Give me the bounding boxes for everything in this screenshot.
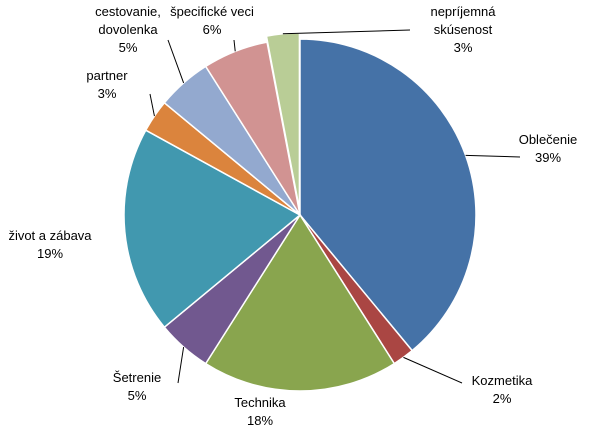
value-label: 39%: [534, 150, 562, 165]
data-label: nepríjemná skúsenost 3%: [418, 3, 508, 57]
data-label: Technika 18%: [215, 394, 305, 430]
value-label: 3%: [97, 86, 117, 101]
value-label: 19%: [36, 246, 64, 261]
data-label: život a zábava 19%: [0, 227, 105, 263]
value-label: 6%: [202, 22, 222, 37]
data-label: Kozmetika 2%: [457, 372, 547, 408]
category-label: špecifické veci: [170, 4, 254, 19]
category-label: cestovanie, dovolenka: [95, 4, 161, 37]
category-label: život a zábava: [8, 228, 92, 243]
pie-slice: [204, 213, 396, 392]
category-label: Kozmetika: [471, 373, 533, 388]
pie-slice: [299, 38, 477, 352]
value-label: 3%: [453, 40, 473, 55]
value-label: 5%: [118, 40, 138, 55]
category-label: Oblečenie: [518, 132, 578, 147]
data-label: špecifické veci 6%: [162, 3, 262, 39]
category-label: Technika: [234, 395, 286, 410]
category-label: nepríjemná skúsenost: [430, 4, 496, 37]
leader-line: [149, 93, 155, 117]
value-label: 5%: [127, 388, 147, 403]
pie-slice: [123, 129, 302, 329]
leader-line: [282, 29, 411, 35]
leader-line: [177, 346, 185, 384]
value-label: 2%: [492, 391, 512, 406]
category-label: partner: [86, 68, 128, 83]
leader-line: [403, 356, 463, 384]
leader-line: [167, 39, 185, 84]
data-label: Oblečenie 39%: [503, 131, 593, 167]
data-label: Šetrenie 5%: [92, 369, 182, 405]
category-label: Šetrenie: [112, 370, 162, 385]
leader-line: [465, 154, 521, 158]
data-label: cestovanie, dovolenka 5%: [88, 3, 168, 57]
leader-line: [233, 39, 236, 52]
data-label: partner 3%: [72, 67, 142, 103]
value-label: 18%: [246, 413, 274, 428]
